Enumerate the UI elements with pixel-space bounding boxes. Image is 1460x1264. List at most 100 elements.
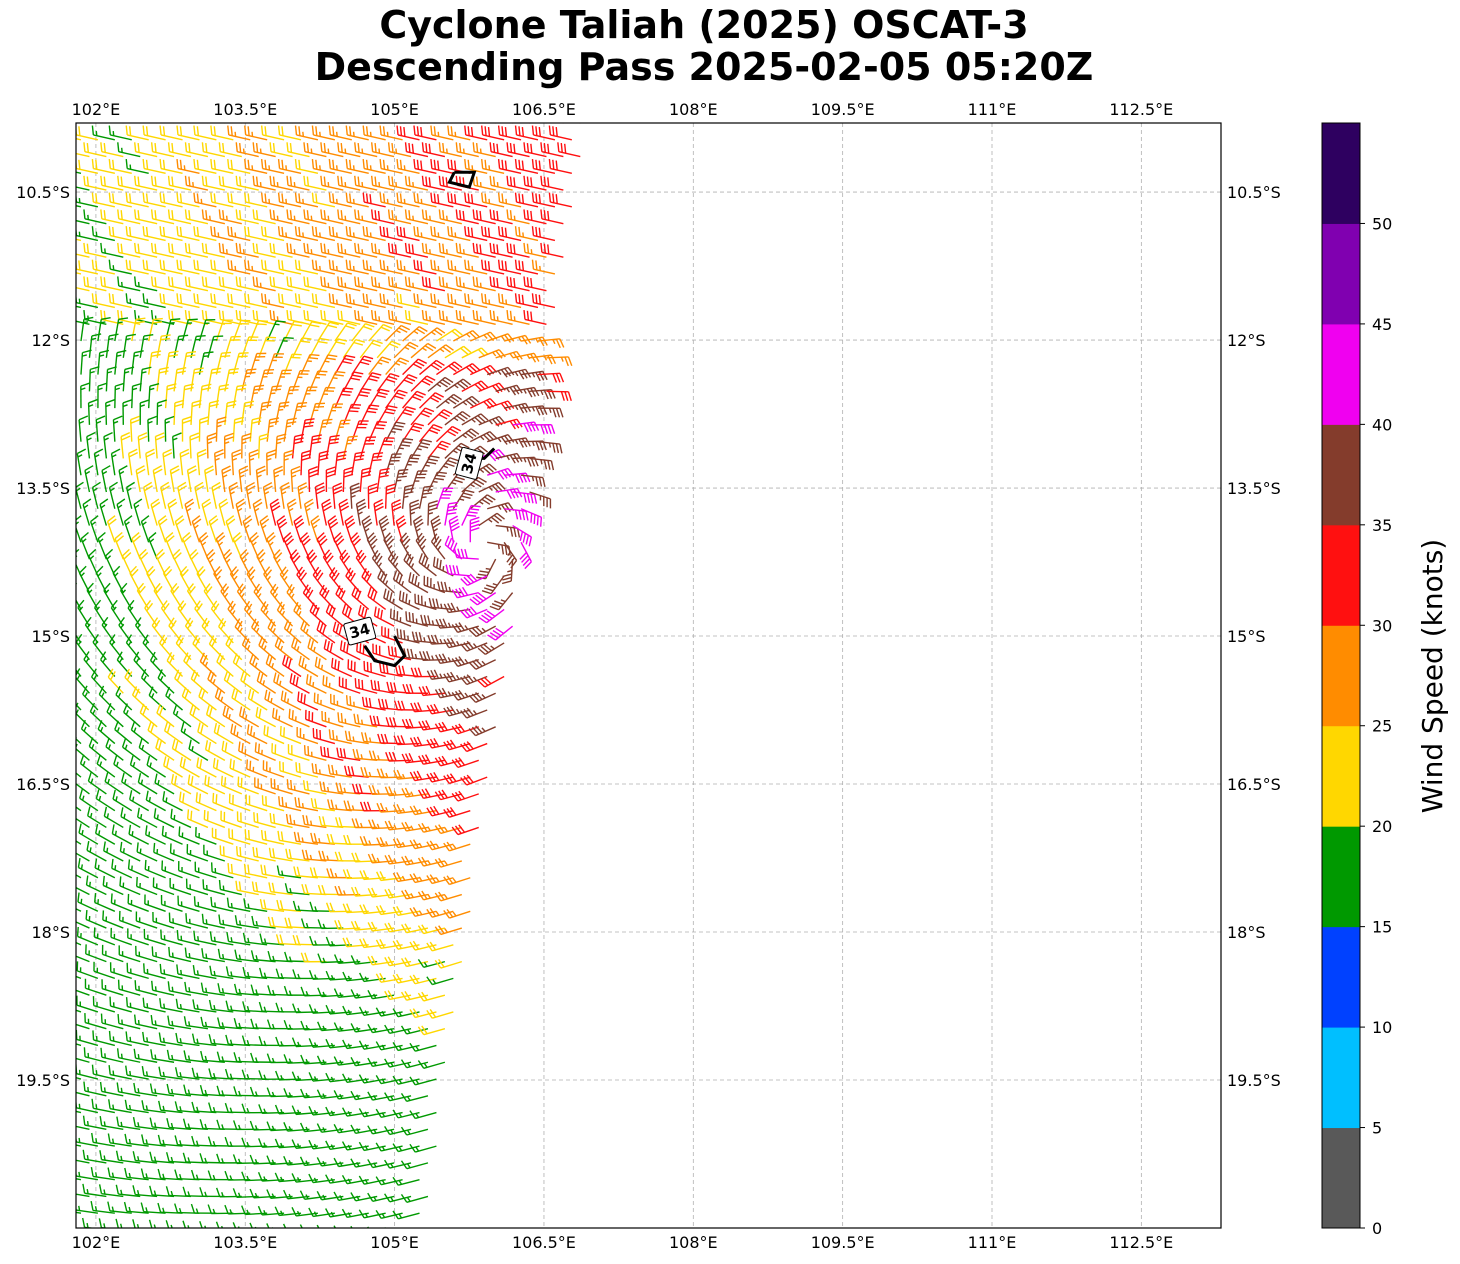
wind-barb	[400, 1194, 429, 1203]
wind-barb	[139, 333, 154, 358]
wind-barb	[487, 541, 511, 556]
wind-barb	[478, 512, 505, 527]
title-line-2: Descending Pass 2025-02-05 05:20Z	[314, 45, 1094, 89]
wind-barb	[91, 125, 115, 141]
wind-barb	[141, 1134, 166, 1147]
wind-barb	[443, 705, 471, 717]
wind-barb	[317, 919, 344, 930]
wind-barb	[76, 1125, 90, 1131]
wind-barb	[210, 259, 234, 275]
wind-barb	[76, 738, 82, 745]
wind-barb	[350, 1056, 378, 1067]
wind-barb	[370, 142, 395, 158]
wind-barb	[245, 481, 256, 509]
wind-barb	[251, 915, 276, 929]
wind-barb	[76, 955, 90, 963]
wind-barb	[261, 795, 285, 812]
wind-barb	[300, 1054, 327, 1065]
wind-barb	[438, 242, 462, 258]
wind-barb	[210, 896, 234, 912]
wind-barb	[107, 1167, 132, 1181]
wind-barb	[361, 696, 386, 711]
wind-barb	[77, 858, 99, 879]
wind-barb	[289, 549, 302, 577]
wind-barb	[186, 583, 201, 610]
wind-barb	[345, 192, 369, 208]
wind-barb	[100, 651, 116, 677]
wind-barb	[266, 353, 284, 375]
wind-barb	[300, 918, 327, 929]
wind-barb	[76, 926, 99, 946]
wind-barb	[215, 319, 233, 342]
wind-barb	[345, 293, 369, 309]
wind-barb	[224, 1170, 251, 1181]
wind-barb	[181, 415, 192, 442]
wind-barb	[486, 400, 515, 412]
wind-barb	[421, 242, 446, 258]
wind-barb	[137, 123, 141, 124]
wind-barb	[242, 932, 268, 946]
wind-barb	[110, 927, 132, 946]
wind-barb	[147, 415, 158, 442]
wind-barb	[100, 1047, 124, 1063]
wind-barb	[170, 123, 175, 124]
wind-barb	[108, 1065, 132, 1080]
wind-barb	[82, 1183, 107, 1198]
wind-barb	[316, 1055, 344, 1066]
wind-barb	[325, 1208, 352, 1218]
wind-barb	[355, 549, 370, 577]
wind-barb	[205, 705, 226, 728]
wind-barb	[293, 866, 319, 879]
wind-barb	[244, 159, 268, 175]
wind-barb	[154, 773, 175, 795]
wind-barb	[142, 159, 166, 175]
wind-barb	[110, 893, 133, 912]
wind-barb	[230, 723, 251, 745]
wind-barb	[269, 142, 293, 158]
wind-barb	[443, 773, 471, 785]
wind-barb	[76, 1029, 99, 1047]
wind-barb	[76, 1193, 90, 1198]
wind-barb	[232, 653, 251, 678]
wind-barb	[145, 825, 166, 845]
wind-barb	[325, 1174, 352, 1184]
wind-barb	[373, 606, 395, 627]
wind-barb	[149, 1117, 175, 1131]
wind-barb	[275, 1036, 302, 1047]
wind-barb	[123, 703, 141, 728]
wind-barb	[95, 823, 116, 845]
wind-barb	[76, 192, 99, 208]
wind-barb	[291, 1173, 319, 1183]
wind-barb	[161, 860, 183, 879]
wind-barb	[202, 879, 226, 896]
wind-barb	[176, 159, 200, 175]
wind-barb	[83, 651, 99, 677]
wind-barb	[480, 192, 505, 208]
wind-barb	[241, 1205, 268, 1216]
wind-barb	[201, 948, 225, 963]
wind-barb	[140, 515, 150, 543]
wind-barb	[160, 929, 183, 946]
wind-barb	[303, 276, 327, 292]
wind-barb	[244, 293, 268, 309]
wind-barb	[76, 219, 90, 225]
wind-barb	[218, 879, 242, 896]
wind-barb	[108, 293, 132, 309]
wind-barb	[249, 1120, 276, 1131]
lon-tick-label-top: 112.5°E	[1109, 100, 1173, 119]
wind-barb	[100, 209, 124, 225]
wind-barb	[480, 293, 505, 309]
wind-barb	[400, 1160, 429, 1170]
wind-barb	[76, 1144, 82, 1147]
wind-barb	[198, 351, 214, 375]
wind-barb	[317, 321, 339, 342]
wind-barb	[503, 402, 532, 414]
wind-barb	[92, 996, 116, 1013]
wind-barb	[279, 761, 302, 778]
wind-barb	[443, 908, 471, 919]
wind-barb	[198, 687, 217, 711]
wind-barb	[142, 1031, 166, 1047]
colorbar-tick-label: 50	[1372, 214, 1392, 233]
wind-barb	[392, 1176, 420, 1186]
